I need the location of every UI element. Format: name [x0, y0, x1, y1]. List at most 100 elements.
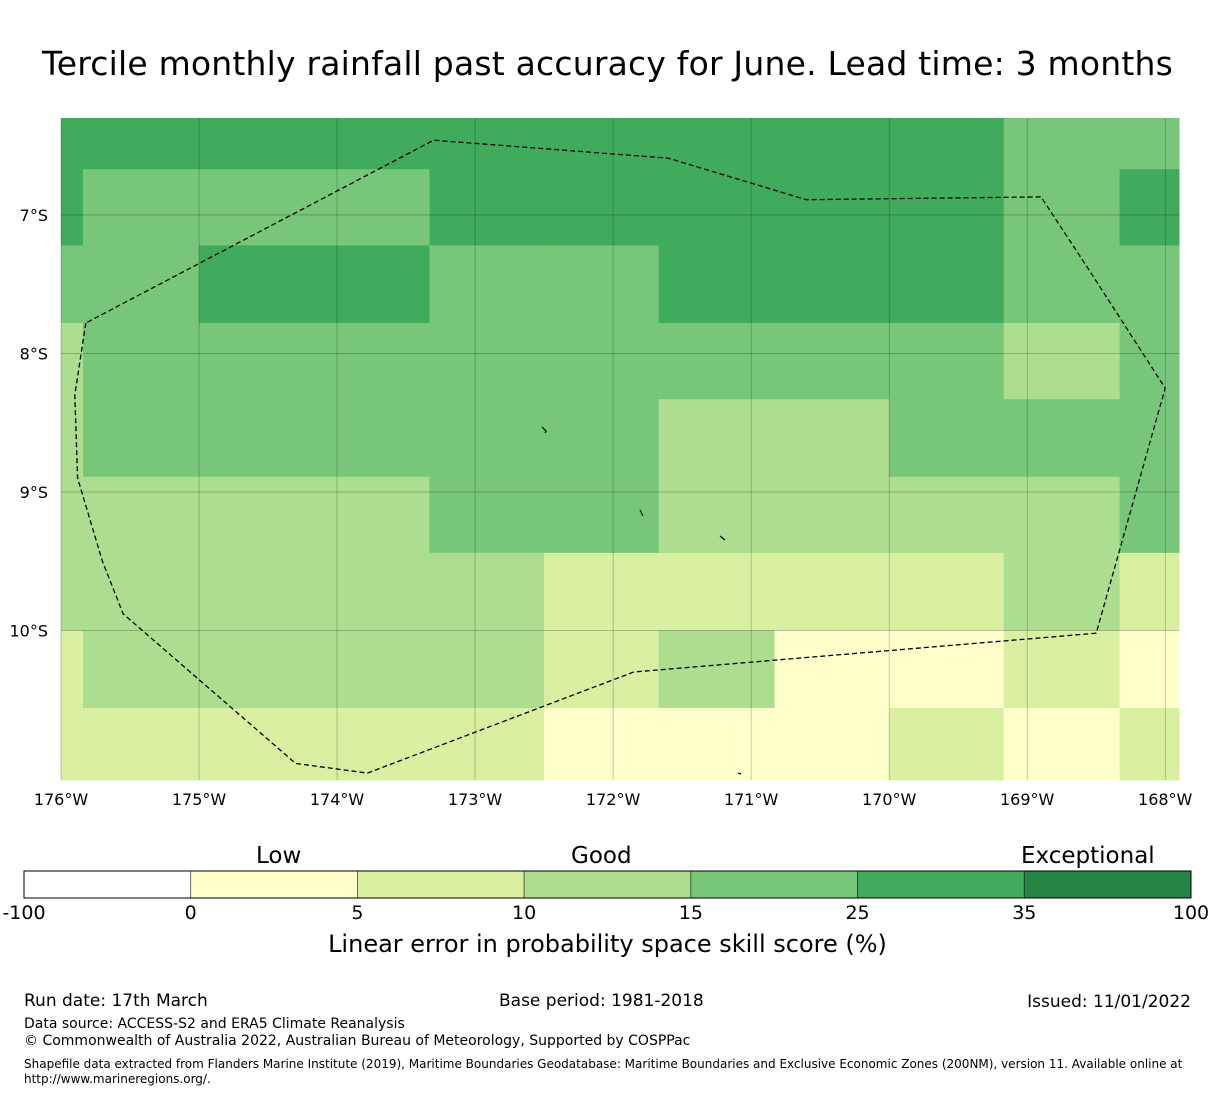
grid-cell [1119, 630, 1180, 709]
longitude-label: 168°W [1138, 790, 1193, 809]
grid-cell [61, 476, 84, 554]
grid-cell [199, 552, 431, 631]
grid-cell [774, 118, 890, 170]
longitude-label: 170°W [862, 790, 917, 809]
grid-cell [1119, 169, 1180, 246]
grid-cell [61, 169, 84, 246]
grid-cell [658, 630, 776, 709]
grid-cell [544, 476, 660, 554]
grid-cell [774, 399, 890, 478]
colorbar-swatch [857, 870, 1025, 899]
latitude-label: 8°S [20, 344, 48, 363]
colorbar-tick: 35 [1012, 902, 1037, 924]
grid-cell [658, 118, 776, 170]
grid-cell [544, 399, 660, 478]
grid-cell [199, 118, 431, 170]
island-atafu [541, 426, 547, 434]
grid-cell [658, 552, 776, 631]
colorbar-tick: 15 [678, 902, 703, 924]
grid-cell [774, 169, 890, 246]
grid-cell [1119, 707, 1180, 781]
island-fakaofo [719, 535, 726, 541]
colorbar [23, 870, 1192, 899]
grid-cell [774, 322, 890, 400]
grid-cell [61, 399, 84, 478]
latitude-label: 10°S [9, 621, 48, 640]
grid-cell [429, 552, 545, 631]
grid-cell [83, 118, 200, 170]
grid-cell [774, 630, 890, 709]
grid-cell [544, 118, 660, 170]
grid-cell [1003, 707, 1121, 781]
grid-cell [889, 707, 1005, 781]
grid-cell [1003, 399, 1121, 478]
longitude-label: 176°W [34, 790, 89, 809]
grid-cell [658, 707, 776, 781]
copyright: © Commonwealth of Australia 2022, Austra… [24, 1033, 691, 1049]
islands [541, 426, 742, 775]
grid-cell [429, 322, 545, 400]
grid-cell [1003, 118, 1121, 170]
grid-cell [1003, 322, 1121, 400]
grid-cell [544, 707, 660, 781]
colorbar-label-good: Good [571, 843, 632, 869]
base-period: Base period: 1981-2018 [499, 991, 704, 1011]
colorbar-swatch [1023, 870, 1192, 899]
grid-cell [61, 630, 84, 709]
colorbar-swatch [190, 870, 358, 899]
grid-cell [83, 707, 200, 781]
longitude-labels: 176°W 175°W 174°W 173°W 172°W 171°W 170°W 169°W… [34, 790, 1193, 809]
grid-cell [889, 245, 1005, 324]
colorbar-swatch [23, 870, 192, 899]
colorbar-tick: -100 [2, 902, 46, 924]
grid-cell [199, 476, 431, 554]
grid-cell [774, 245, 890, 324]
grid-cell [889, 322, 1005, 400]
grid-cell [429, 476, 545, 554]
grid-cell [1119, 118, 1180, 170]
grid-cell [889, 118, 1005, 170]
grid-cell [774, 476, 890, 554]
grid-cell [774, 552, 890, 631]
graticule [60, 118, 1179, 780]
colorbar-tick: 100 [1172, 902, 1210, 924]
colorbar-label-low: Low [256, 843, 302, 869]
longitude-label: 171°W [724, 790, 779, 809]
grid-cell [83, 476, 200, 554]
grid-cell [889, 169, 1005, 246]
grid-cell [429, 630, 545, 709]
island-swains [737, 772, 742, 775]
colorbar-tick: 25 [845, 902, 870, 924]
data-source: Data source: ACCESS-S2 and ERA5 Climate … [24, 1016, 405, 1032]
grid-cell [199, 630, 431, 709]
grid-cell [658, 322, 776, 400]
longitude-label: 169°W [1000, 790, 1055, 809]
colorbar-label-exceptional: Exceptional [1021, 843, 1155, 869]
grid-cell [429, 399, 545, 478]
grid-cell [544, 322, 660, 400]
colorbar-swatch [690, 870, 858, 899]
grid-cell [658, 169, 776, 246]
island-nukunonu [639, 509, 644, 517]
grid-cell [658, 399, 776, 478]
issued-date: Issued: 11/01/2022 [1027, 992, 1191, 1012]
grid-cell [61, 322, 84, 400]
grid-cell [61, 245, 84, 324]
grid-cell [61, 552, 84, 631]
grid-cell [83, 399, 200, 478]
grid-cell [889, 630, 1005, 709]
grid-cell [544, 630, 660, 709]
grid-cell [61, 118, 84, 170]
grid-cell [429, 169, 545, 246]
grid-cell [429, 707, 545, 781]
grid-cell [199, 399, 431, 478]
grid-cell [1119, 476, 1180, 554]
longitude-label: 172°W [586, 790, 641, 809]
grid-cell [1003, 552, 1121, 631]
latitude-label: 7°S [20, 206, 48, 225]
shapefile-note: Shapefile data extracted from Flanders M… [24, 1057, 1183, 1086]
grid-cell [544, 552, 660, 631]
colorbar-swatch [357, 870, 525, 899]
grid-cell [1003, 476, 1121, 554]
grid-cell [544, 169, 660, 246]
